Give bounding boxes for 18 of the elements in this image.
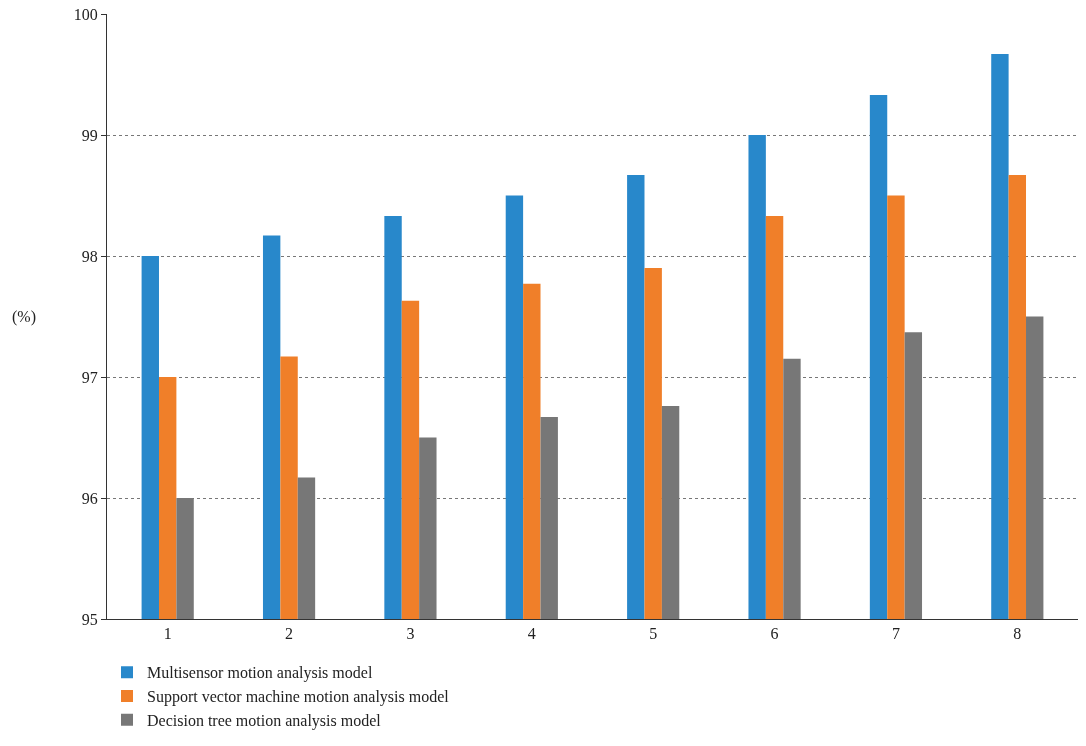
x-tick-label: 5 (649, 625, 658, 643)
y-tick-label: 96 (81, 489, 98, 507)
x-tick-label: 3 (406, 625, 415, 643)
y-axis-title: (%) (12, 308, 36, 326)
legend-label: Support vector machine motion analysis model (147, 688, 450, 707)
legend-label: Multisensor motion analysis model (147, 664, 373, 683)
x-tick-label: 8 (1013, 625, 1022, 643)
x-tick-label: 4 (527, 625, 536, 643)
x-tick-label: 2 (285, 625, 294, 643)
x-tick-label: 7 (891, 625, 900, 643)
x-tick-label: 1 (163, 625, 172, 643)
legend-label: Decision tree motion analysis model (147, 712, 382, 731)
x-tick-label: 6 (770, 625, 779, 643)
y-tick-label: 98 (81, 247, 98, 265)
y-tick-label: 99 (81, 126, 98, 144)
y-tick-label: 95 (81, 610, 98, 628)
y-tick-label: 97 (81, 368, 98, 386)
y-tick-label: 100 (73, 5, 98, 23)
